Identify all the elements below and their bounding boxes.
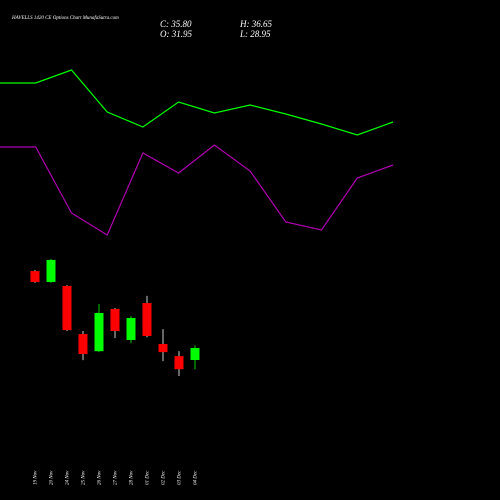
candle-body	[62, 286, 72, 331]
candle-body	[46, 259, 56, 282]
candle-body	[78, 334, 88, 354]
x-tick-label: 24 Nov	[66, 470, 71, 485]
x-tick-label: 01 Dec	[146, 470, 151, 485]
candle-body	[174, 356, 184, 370]
x-tick-label: 19 Nov	[34, 470, 39, 485]
x-tick-label: 25 Nov	[82, 470, 87, 485]
x-tick-label: 03 Dec	[178, 470, 183, 485]
candle-body	[94, 313, 104, 352]
chart-title: HAVELLS 1420 CE Options Chart MunafaSutr…	[11, 16, 119, 21]
candle-body	[30, 271, 40, 282]
x-tick-label: 04 Dec	[194, 470, 199, 485]
high-info: H: 36.65	[239, 19, 272, 29]
candle-body	[126, 317, 136, 340]
candle-body	[158, 344, 168, 353]
indicator-line	[0, 144, 394, 236]
x-tick-label: 28 Nov	[130, 470, 135, 485]
x-tick-label: 27 Nov	[114, 470, 119, 485]
x-tick-label: 20 Nov	[50, 470, 55, 485]
candle-body	[110, 308, 120, 331]
open-info: O: 31.95	[160, 29, 192, 39]
low-info: L: 28.95	[239, 29, 271, 39]
candle-body	[190, 348, 200, 361]
x-tick-label: 26 Nov	[98, 470, 103, 485]
close-info: C: 35.80	[160, 19, 192, 29]
indicator-line	[0, 69, 394, 136]
candle-body	[142, 303, 152, 336]
x-tick-label: 02 Dec	[162, 470, 167, 485]
